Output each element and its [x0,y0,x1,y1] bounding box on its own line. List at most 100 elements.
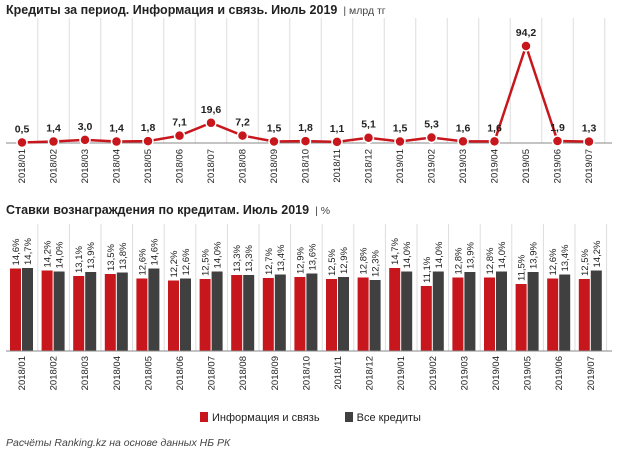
chart2-bar [401,271,413,351]
chart1-data-label: 1,5 [267,122,282,134]
chart1-point [583,135,595,148]
chart2-data-label: 11,5% [517,254,528,281]
chart2-bar [496,271,507,351]
chart1-data-label: 1,6 [456,122,471,134]
chart2-tick-label: 2018/04 [112,356,123,390]
chart2-tick-label: 2018/11 [333,356,344,390]
chart2-data-label: 13,3% [232,245,243,272]
chart2-bar [559,274,571,351]
chart2-tick-label: 2018/08 [238,356,249,390]
chart1-point [551,135,564,147]
chart2-tick-label: 2018/03 [80,356,91,390]
chart2-data-label: 13,1% [74,246,85,273]
chart1-point [488,135,501,148]
chart1-point [394,135,406,148]
chart1-tick-label: 2019/05 [521,149,532,183]
legend-item-all: Все кредиты [344,412,421,424]
chart1-tick-label: 2018/03 [80,149,91,183]
chart2-bar [294,277,306,351]
chart1-tick-label: 2019/03 [458,149,469,183]
chart2-data-label: 12,6% [548,248,559,275]
chart2-bar [274,274,286,351]
chart2-tick-label: 2018/07 [207,356,218,390]
chart2-data-label: 12,8% [453,247,464,274]
chart2-tick-label: 2018/05 [143,356,154,390]
chart1-point [79,134,91,146]
chart2-data-label: 13,4% [560,244,571,271]
chart2-data-label: 14,0% [402,241,413,268]
chart2-tick-label: 2018/06 [175,356,186,390]
chart1-tick-label: 2019/04 [490,149,501,183]
chart1-tick-label: 2018/11 [332,149,343,183]
chart2-bar [85,272,97,351]
chart1-data-label: 94,2 [516,27,537,39]
chart2-bar [41,270,53,351]
chart2-bar [484,277,495,351]
chart2-data-label: 13,3% [244,245,255,272]
chart2-tick-label: 2018/12 [365,356,376,390]
chart2-data-label: 14,7% [23,238,34,265]
chart2-bar [136,278,148,351]
chart1-data-label: 7,1 [172,117,187,129]
chart1-title-text: Кредиты за период. Информация и связь. И… [6,3,338,17]
chart2-bar [168,280,179,351]
chart1-line-chart: 0,5 1,4 3,0 1,4 1,8 7,1 19,6 7,2 1,5 1,8 1,1 5,1 1,5… [6,18,612,183]
chart2-bar [369,280,381,351]
chart2-bar [432,271,444,351]
chart2-data-label: 14,0% [55,241,66,268]
chart2-bar [306,273,318,351]
chart1-point [299,135,312,147]
chart2-bar [148,268,160,351]
chart2-bar [527,272,539,351]
chart2-data-label: 12,9% [295,247,306,274]
chart2-data-label: 12,6% [181,248,192,275]
chart1-data-label: 5,1 [361,119,376,131]
chart1-data-label: 7,2 [235,117,250,129]
chart1-point [205,117,217,129]
chart2-bar [211,271,223,351]
chart2-data-label: 13,5% [106,244,117,271]
chart1-tick-label: 2018/10 [301,149,312,183]
chart2-data-label: 12,5% [201,249,212,276]
chart1-data-label: 1,8 [141,122,156,134]
legend-swatch-all [344,412,353,422]
chart1-tick-label: 2018/05 [143,149,154,183]
chart1-tick-label: 2018/07 [206,149,217,183]
chart1-data-label: 1,1 [330,123,345,135]
chart2-tick-label: 2019/04 [491,356,502,390]
source-note: Расчёты Ranking.kz на основе данных НБ Р… [6,437,231,449]
chart1-tick-label: 2018/01 [17,149,28,183]
chart1-data-label: 1,9 [550,122,565,134]
chart1-point [520,40,532,52]
chart2-data-label: 14,7% [390,238,401,265]
chart1-tick-label: 2018/02 [49,149,60,183]
chart1-tick-label: 2018/08 [238,149,249,183]
chart2-bar [262,278,274,351]
chart2-bar [22,268,33,351]
chart1-data-label: 1,3 [582,123,597,135]
legend-swatch-info [200,412,208,422]
chart2-data-label: 14,0% [497,241,508,268]
chart2-bar-chart: 14,6% 14,2% 13,1% 13,5% 12,6% 12,2% 12,5% 13,3%… [6,224,612,390]
chart1-point [142,135,154,147]
chart1-data-label: 1,4 [109,123,124,135]
chart2-tick-label: 2018/09 [270,356,281,390]
chart2-tick-label: 2019/07 [586,356,597,390]
chart2-data-label: 12,5% [327,249,338,276]
chart2-data-label: 12,8% [485,247,496,274]
chart2-data-label: 12,2% [169,250,180,277]
chart2-legend: Информация и связь Все кредиты [200,412,443,424]
chart1-data-label: 0,5 [15,123,30,135]
chart1-point [110,135,123,148]
chart2-data-label: 12,5% [580,249,591,276]
chart2-tick-label: 2018/01 [17,356,28,390]
chart2-data-label: 14,6% [11,238,22,265]
chart2-data-label: 13,9% [529,242,540,269]
chart2-data-label: 12,3% [371,250,382,277]
chart1-point [457,135,469,148]
chart2-data-label: 14,2% [592,240,603,267]
chart2-data-label: 11,1% [422,256,433,283]
chart2-data-label: 13,9% [465,242,476,269]
chart2-data-label: 14,6% [149,238,160,265]
chart2-bar [515,284,527,351]
